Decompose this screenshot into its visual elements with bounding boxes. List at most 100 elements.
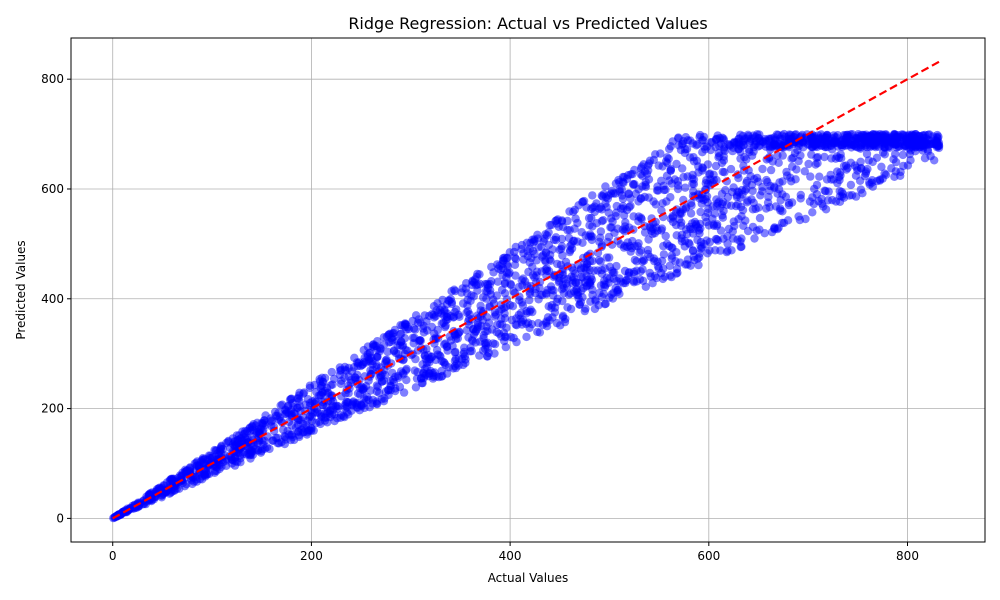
scatter-point	[862, 149, 872, 159]
scatter-point	[383, 347, 392, 356]
scatter-point	[601, 182, 610, 191]
scatter-point	[469, 330, 479, 339]
scatter-point	[893, 133, 902, 142]
scatter-point	[440, 322, 450, 332]
scatter-point	[771, 202, 781, 211]
scatter-point	[661, 231, 670, 241]
scatter-point	[726, 164, 736, 174]
scatter-point	[657, 176, 666, 185]
scatter-point	[558, 267, 567, 276]
scatter-point	[377, 377, 387, 386]
scatter-point	[397, 329, 406, 339]
scatter-point	[781, 192, 791, 201]
scatter-point	[872, 153, 882, 162]
scatter-point	[719, 206, 728, 216]
scatter-point	[212, 466, 221, 475]
scatter-point	[831, 197, 841, 206]
scatter-point	[743, 226, 753, 236]
scatter-point	[877, 162, 886, 171]
scatter-point	[587, 213, 596, 223]
scatter-point	[580, 306, 589, 316]
scatter-point	[446, 311, 456, 321]
scatter-point	[402, 364, 411, 374]
scatter-point	[756, 191, 765, 200]
scatter-point	[801, 214, 810, 224]
scatter-point	[357, 401, 366, 411]
scatter-point	[611, 212, 620, 221]
scatter-point	[896, 171, 905, 180]
scatter-point	[347, 375, 356, 385]
scatter-point	[517, 276, 526, 285]
scatter-point	[481, 279, 490, 289]
scatter-point	[569, 207, 578, 216]
scatter-point	[934, 141, 943, 151]
scatter-point	[804, 159, 813, 169]
scatter-point	[808, 208, 817, 217]
scatter-point	[433, 299, 442, 308]
scatter-point	[195, 474, 205, 484]
scatter-point	[336, 413, 345, 422]
scatter-point	[711, 142, 720, 152]
scatter-point	[314, 391, 323, 400]
scatter-point	[452, 305, 461, 314]
scatter-point	[576, 297, 585, 307]
scatter-point	[755, 141, 764, 150]
scatter-point	[411, 354, 420, 364]
scatter-point	[646, 272, 655, 281]
scatter-point	[360, 353, 369, 362]
scatter-point	[551, 216, 560, 226]
x-axis-ticks: 0 200 400 600 800	[109, 542, 919, 563]
scatter-point	[657, 256, 667, 266]
scatter-point	[316, 419, 325, 429]
scatter-point	[286, 394, 296, 404]
scatter-point	[144, 490, 154, 499]
scatter-point	[505, 248, 514, 257]
scatter-point	[832, 152, 842, 161]
scatter-point	[786, 130, 795, 140]
scatter-point	[796, 151, 805, 160]
scatter-point	[922, 138, 932, 148]
scatter-point	[723, 239, 732, 248]
scatter-point	[877, 137, 887, 146]
scatter-point	[686, 209, 696, 218]
scatter-point	[720, 168, 729, 177]
scatter-point	[837, 142, 847, 152]
scatter-point	[928, 132, 938, 141]
scatter-point	[336, 366, 345, 375]
scatter-point	[295, 396, 304, 406]
scatter-point	[167, 474, 176, 483]
scatter-point	[505, 300, 515, 310]
scatter-point	[218, 457, 228, 467]
y-tick-label: 600	[41, 182, 64, 196]
scatter-point	[558, 313, 567, 322]
scatter-point	[590, 304, 600, 314]
scatter-point	[549, 291, 558, 300]
scatter-point	[421, 354, 430, 364]
scatter-point	[729, 183, 738, 192]
scatter-point	[544, 302, 553, 311]
scatter-point	[280, 432, 290, 442]
scatter-point	[534, 319, 543, 328]
scatter-point	[550, 303, 560, 312]
scatter-point	[835, 186, 844, 196]
scatter-point	[419, 321, 428, 331]
scatter-point	[299, 389, 308, 398]
scatter-point	[668, 211, 677, 221]
scatter-point	[461, 355, 470, 364]
scatter-point	[728, 227, 737, 236]
scatter-point	[762, 204, 771, 213]
scatter-point	[758, 164, 767, 174]
scatter-point	[648, 229, 657, 239]
scatter-point	[344, 410, 353, 419]
scatter-point	[733, 170, 742, 179]
y-tick-label: 200	[41, 402, 64, 416]
scatter-point	[778, 177, 787, 186]
scatter-point	[278, 400, 287, 409]
scatter-point	[677, 230, 687, 239]
scatter-point	[590, 202, 599, 211]
scatter-point	[607, 186, 617, 196]
scatter-point	[719, 134, 728, 143]
scatter-point	[458, 284, 467, 293]
scatter-point	[685, 153, 695, 162]
scatter-point	[741, 216, 750, 225]
